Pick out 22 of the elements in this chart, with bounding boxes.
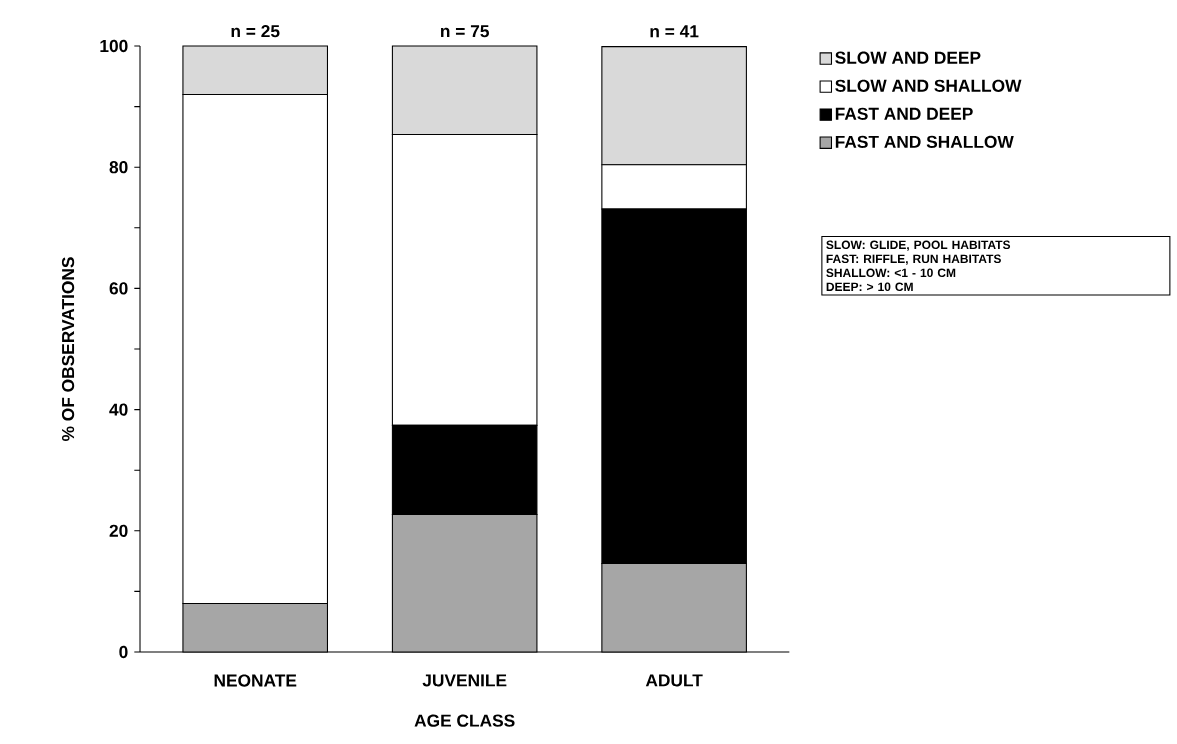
legend-label: FAST AND SHALLOW xyxy=(835,135,1014,148)
y-tick-label: 60 xyxy=(109,282,128,295)
text: SLOW: GLIDE, POOL HABITATS xyxy=(826,240,1011,251)
text: n = 25 xyxy=(231,25,280,38)
y-tick-label: 0 xyxy=(119,645,128,659)
text: FAST: RIFFLE, RUN HABITATS xyxy=(826,254,1001,265)
legend-label: SLOW AND SHALLOW xyxy=(835,79,1022,92)
x-tick-label: ADULT xyxy=(645,674,703,687)
text: SHALLOW: <1 - 10 CM xyxy=(826,268,956,278)
text: n = 41 xyxy=(650,25,699,38)
x-tick-label: JUVENILE xyxy=(422,674,507,687)
y-axis-title: % OF OBSERVATIONS xyxy=(61,257,75,442)
legend-label: FAST AND DEEP xyxy=(835,107,973,120)
text: n = 75 xyxy=(441,25,489,38)
text: DEEP: > 10 CM xyxy=(826,282,913,292)
legend-label: SLOW AND DEEP xyxy=(835,51,981,64)
y-tick-label: 20 xyxy=(109,524,128,537)
y-tick-label: 80 xyxy=(109,161,128,174)
x-tick-label: NEONATE xyxy=(214,674,297,687)
y-tick-label: 100 xyxy=(100,39,128,53)
y-tick-label: 40 xyxy=(109,403,128,416)
x-axis-title: AGE CLASS xyxy=(414,714,515,727)
